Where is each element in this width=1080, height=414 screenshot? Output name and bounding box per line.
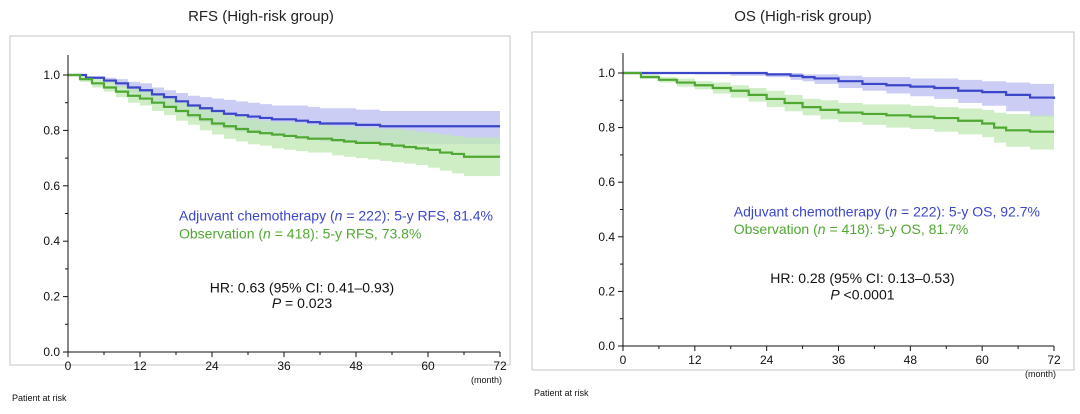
y-tick-label: 0.6 xyxy=(598,175,615,189)
x-tick-label: 0 xyxy=(620,353,627,367)
chart-title: OS (High-risk group) xyxy=(734,8,872,25)
x-tick-label: 48 xyxy=(349,359,363,373)
y-tick-label: 0.2 xyxy=(43,290,60,304)
y-tick-label: 0.0 xyxy=(43,345,60,359)
annotation-3: P <0.0001 xyxy=(830,287,894,303)
y-tick-label: 0.8 xyxy=(598,121,615,135)
annotation-0: Adjuvant chemotherapy (n = 222): 5-y RFS… xyxy=(179,207,493,223)
x-tick-label: 60 xyxy=(421,359,435,373)
os-chart-plot: 0.0 0.2 0.4 0.6 0.8 1.0 0 12 24 36 48 60 72 (month) Pa… xyxy=(531,31,1075,398)
x-axis-label: (month) xyxy=(1025,369,1056,379)
x-tick-label: 60 xyxy=(975,353,989,367)
survival-line-0 xyxy=(623,71,1056,99)
rfs-chart-panel: RFS (High-risk group) 0.0 0.2 0.4 0.6 0.8 1.0… xyxy=(0,0,522,414)
x-tick-label: 36 xyxy=(832,353,846,367)
y-tick-label: 0.6 xyxy=(43,179,60,193)
x-tick-label: 12 xyxy=(688,353,702,367)
x-tick-label: 36 xyxy=(277,359,291,373)
chart-title: RFS (High-risk group) xyxy=(188,8,334,25)
annotation-3: P = 0.023 xyxy=(272,295,333,311)
annotation-0: Adjuvant chemotherapy (n = 222): 5-y OS,… xyxy=(734,203,1040,219)
x-tick-label: 0 xyxy=(65,359,72,373)
survival-line-1 xyxy=(623,71,1054,133)
x-tick-label: 72 xyxy=(493,359,507,373)
annotation-1: Observation (n = 418): 5-y OS, 81.7% xyxy=(734,221,969,237)
survival-line-1 xyxy=(68,73,500,158)
rfs-chart-plot: 0.0 0.2 0.4 0.6 0.8 1.0 0 12 24 36 48 60 72 (month) Pa… xyxy=(9,35,511,403)
os-chart-panel: OS (High-risk group) 0.0 0.2 0.4 0.6 0.8 1.0 0… xyxy=(526,0,1080,414)
y-tick-label: 1.0 xyxy=(598,66,615,80)
y-tick-label: 0.8 xyxy=(43,123,60,137)
y-tick-label: 0.2 xyxy=(598,284,615,298)
y-tick-label: 0.0 xyxy=(598,339,615,353)
plot-frame xyxy=(9,35,511,366)
x-tick-label: 24 xyxy=(760,353,774,367)
patient-at-risk-label: Patient at risk xyxy=(534,388,589,398)
annotation-2: HR: 0.28 (95% CI: 0.13–0.53) xyxy=(770,270,954,286)
x-tick-label: 12 xyxy=(133,359,147,373)
annotation-1: Observation (n = 418): 5-y RFS, 73.8% xyxy=(179,225,421,241)
patient-at-risk-label: Patient at risk xyxy=(12,393,67,403)
confidence-band-0 xyxy=(623,73,1054,119)
y-tick-label: 0.4 xyxy=(598,230,615,244)
y-tick-label: 0.4 xyxy=(43,234,60,248)
annotation-2: HR: 0.63 (95% CI: 0.41–0.93) xyxy=(210,279,394,295)
survival-line-0 xyxy=(68,73,500,128)
x-axis-label: (month) xyxy=(471,375,502,385)
x-tick-label: 48 xyxy=(904,353,918,367)
y-tick-label: 1.0 xyxy=(43,68,60,82)
x-tick-label: 72 xyxy=(1047,353,1061,367)
x-tick-label: 24 xyxy=(205,359,219,373)
